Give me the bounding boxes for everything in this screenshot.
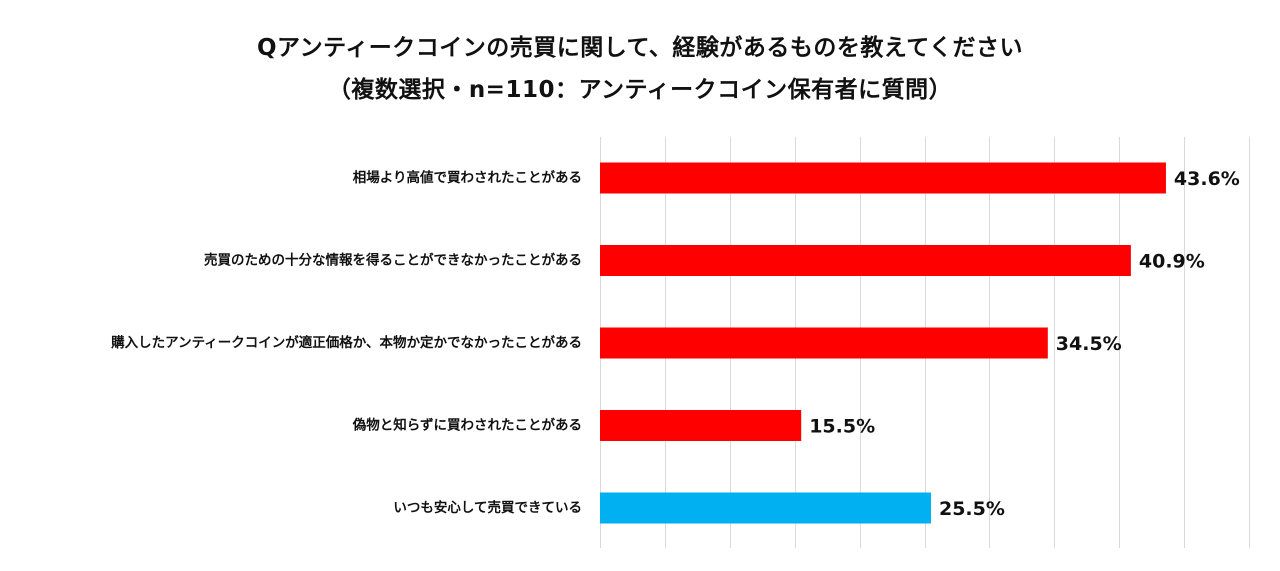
value-label: 25.5% [939, 498, 1005, 520]
bars [600, 162, 1166, 524]
category-label: 偽物と知らずに買わされたことがある [352, 417, 582, 434]
bar [600, 245, 1131, 276]
bar [600, 492, 931, 524]
bar [600, 327, 1048, 359]
category-label: 相場より高値で買わされたことがある [353, 169, 582, 186]
value-labels: 43.6% 40.9% 34.5% 15.5% 25.5% [809, 168, 1240, 520]
chart-title: Qアンティークコインの売買に関して、経験があるものを教えてください [256, 35, 1024, 61]
value-label: 40.9% [1139, 251, 1205, 273]
category-label: いつも安心して売買できている [393, 499, 582, 516]
category-label: 購入したアンティークコインが適正価格か、本物か定かでなかったことがある [110, 334, 582, 351]
value-label: 15.5% [809, 416, 875, 438]
chart-subtitle: （複数選択・n=110：アンティークコイン保有者に質問） [327, 77, 953, 103]
category-labels: 相場より高値で買わされたことがある売買のための十分な情報を得ることができなかった… [110, 169, 582, 516]
value-label: 43.6% [1174, 168, 1240, 190]
category-label: 売買のための十分な情報を得ることができなかったことがある [204, 252, 582, 269]
bar [600, 410, 802, 441]
bar [600, 162, 1166, 194]
value-label: 34.5% [1056, 333, 1122, 355]
